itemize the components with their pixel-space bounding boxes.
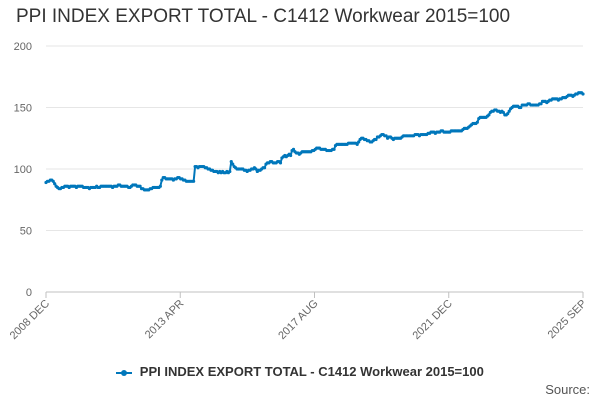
- x-tick-label: 2017 AUG: [276, 298, 320, 342]
- data-point: [357, 140, 361, 144]
- data-point: [487, 113, 491, 117]
- y-tick-label: 50: [20, 226, 32, 238]
- y-tick-label: 0: [26, 287, 32, 299]
- data-point: [53, 182, 57, 186]
- legend-label: PPI INDEX EXPORT TOTAL - C1412 Workwear …: [139, 364, 484, 379]
- legend-swatch: [116, 369, 133, 376]
- data-point: [291, 147, 296, 151]
- data-point: [507, 109, 511, 113]
- x-tick-label: 2025 SEP: [546, 298, 590, 342]
- data-point: [519, 105, 523, 110]
- data-point: [374, 137, 378, 142]
- legend[interactable]: PPI INDEX EXPORT TOTAL - C1412 Workwear …: [0, 364, 600, 379]
- data-point: [355, 142, 359, 146]
- data-point: [262, 166, 267, 170]
- x-tick-label: 2008 DEC: [8, 298, 52, 342]
- y-tick-label: 100: [14, 164, 32, 176]
- data-point: [229, 160, 233, 164]
- data-point: [254, 167, 258, 171]
- x-tick-label: 2021 DEC: [410, 298, 454, 342]
- data-point: [160, 178, 164, 182]
- data-point: [138, 184, 142, 188]
- data-point: [384, 134, 388, 138]
- data-point: [506, 112, 510, 116]
- data-point: [51, 179, 55, 183]
- x-axis-ticks: 2008 DEC 2013 APR 2017 AUG 2021 DEC 2025 SEP: [8, 292, 589, 342]
- data-point: [501, 110, 505, 115]
- y-tick-label: 150: [14, 103, 32, 115]
- data-point: [158, 184, 162, 188]
- data-point: [231, 162, 235, 166]
- y-tick-label: 200: [14, 41, 32, 53]
- series-layer: [44, 91, 585, 192]
- gridlines: [46, 45, 583, 231]
- y-axis-ticks: 0 50 100 150 200: [14, 41, 32, 299]
- data-point: [581, 92, 585, 96]
- data-point: [475, 120, 479, 124]
- source-label: Source:: [545, 382, 590, 397]
- data-point: [332, 147, 336, 151]
- data-point: [192, 179, 196, 183]
- data-point: [289, 153, 293, 158]
- x-tick-label: 2013 APR: [143, 298, 187, 342]
- data-point: [228, 169, 232, 174]
- data-point: [278, 161, 283, 165]
- chart-title: PPI INDEX EXPORT TOTAL - C1412 Workwear …: [16, 6, 511, 27]
- data-point: [539, 102, 543, 106]
